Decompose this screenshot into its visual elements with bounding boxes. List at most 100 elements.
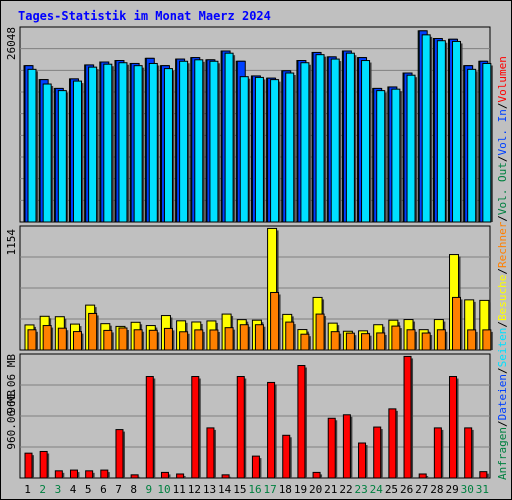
volumen-bar [251, 455, 260, 479]
seiten-bar [133, 65, 143, 223]
rechner-bar [72, 331, 82, 351]
day-label: 30 [461, 483, 474, 496]
day-label: 9 [146, 483, 153, 496]
volumen-bar [85, 470, 94, 479]
chart-title: Tages-Statistik im Monat Maerz 2024 [18, 9, 271, 23]
seiten-bar [88, 66, 98, 223]
rechner-bar [57, 327, 67, 351]
seiten-bar [27, 68, 37, 223]
volumen-bar [160, 471, 169, 479]
legend-entry: / [496, 321, 509, 328]
rechner-bar [315, 313, 325, 351]
rechner-bar [239, 324, 249, 351]
seiten-bar [42, 83, 52, 223]
day-label: 16 [248, 483, 261, 496]
top-panel-max-label: 26048 [5, 27, 18, 60]
seiten-bar [270, 79, 280, 223]
bottom-panel-volume-label: 960.06 MB [5, 390, 18, 450]
seiten-bar [103, 63, 113, 223]
day-label: 1 [24, 483, 31, 496]
bottom-panel-max-label: 960.06 MB [5, 354, 18, 414]
volumen-bar [464, 427, 473, 479]
seiten-bar [72, 80, 82, 223]
legend-right: Anfragen/Dateien/Seiten/Besuche/Rechner/… [496, 56, 509, 480]
day-label: 24 [370, 483, 384, 496]
rechner-bar [224, 327, 234, 351]
volumen-bar [297, 365, 306, 479]
seiten-bar [436, 40, 446, 223]
volumen-bar [388, 408, 397, 479]
seiten-bar [467, 68, 477, 223]
volumen-bar [24, 452, 33, 479]
legend-entry: / [496, 367, 509, 374]
seiten-bar [452, 40, 462, 223]
rechner-bar [179, 331, 189, 351]
rechner-bar [148, 329, 158, 351]
legend-entry: Seiten [496, 328, 509, 368]
volumen-bar [206, 427, 215, 479]
day-label: 17 [264, 483, 277, 496]
seiten-bar [482, 62, 492, 223]
day-label: 13 [203, 483, 216, 496]
volumen-bar [403, 355, 412, 479]
volumen-bar [373, 426, 382, 479]
legend-entry: Dateien [496, 374, 509, 420]
volumen-bar [342, 414, 351, 479]
day-label: 15 [233, 483, 246, 496]
day-label: 27 [415, 483, 428, 496]
day-label: 4 [70, 483, 77, 496]
legend-entry: Vol. In [496, 109, 509, 155]
legend-entry: Besuche [496, 275, 509, 321]
seiten-bar [224, 52, 234, 223]
legend-entry: / [496, 215, 509, 222]
day-label: 18 [279, 483, 292, 496]
middle-panel-max-label: 1154 [5, 229, 18, 256]
day-label: 5 [85, 483, 92, 496]
day-label: 10 [157, 483, 170, 496]
seiten-bar [421, 34, 431, 223]
volumen-bar [39, 450, 48, 479]
volumen-bar [327, 417, 336, 479]
volumen-bar [130, 474, 139, 479]
seiten-bar [285, 72, 295, 223]
legend-entry: Vol. Out [496, 162, 509, 215]
rechner-bar [254, 324, 264, 351]
rechner-bar [103, 329, 113, 351]
seiten-bar [57, 90, 67, 223]
volumen-bar [176, 473, 185, 479]
rechner-bar [285, 321, 295, 351]
volumen-bar [191, 376, 200, 479]
legend-entry: / [496, 420, 509, 427]
seiten-bar [239, 76, 249, 223]
seiten-bar [194, 59, 204, 223]
day-label: 22 [339, 483, 352, 496]
rechner-bar [330, 331, 340, 351]
volumen-bar [236, 376, 245, 479]
legend-entry: / [496, 268, 509, 275]
day-label: 26 [400, 483, 413, 496]
seiten-bar [148, 62, 158, 223]
rechner-bar [361, 333, 371, 351]
day-label: 31 [476, 483, 489, 496]
rechner-bar [452, 296, 462, 351]
seiten-bar [163, 68, 173, 223]
volumen-bar [115, 429, 124, 479]
rechner-bar [482, 329, 492, 351]
day-label: 14 [218, 483, 232, 496]
legend-entry: Volumen [496, 56, 509, 102]
volumen-bar [479, 471, 488, 479]
legend-entry: Rechner [496, 221, 509, 268]
day-label: 12 [188, 483, 201, 496]
day-label: 28 [430, 483, 443, 496]
legend-entry: Anfragen [496, 427, 509, 480]
volumen-bar [358, 442, 367, 479]
volumen-bar [282, 434, 291, 479]
day-label: 19 [294, 483, 307, 496]
day-label: 25 [385, 483, 398, 496]
seiten-bar [391, 88, 401, 223]
rechner-bar [467, 329, 477, 351]
day-label: 23 [355, 483, 368, 496]
day-label: 6 [100, 483, 107, 496]
volumen-bar [267, 381, 276, 479]
